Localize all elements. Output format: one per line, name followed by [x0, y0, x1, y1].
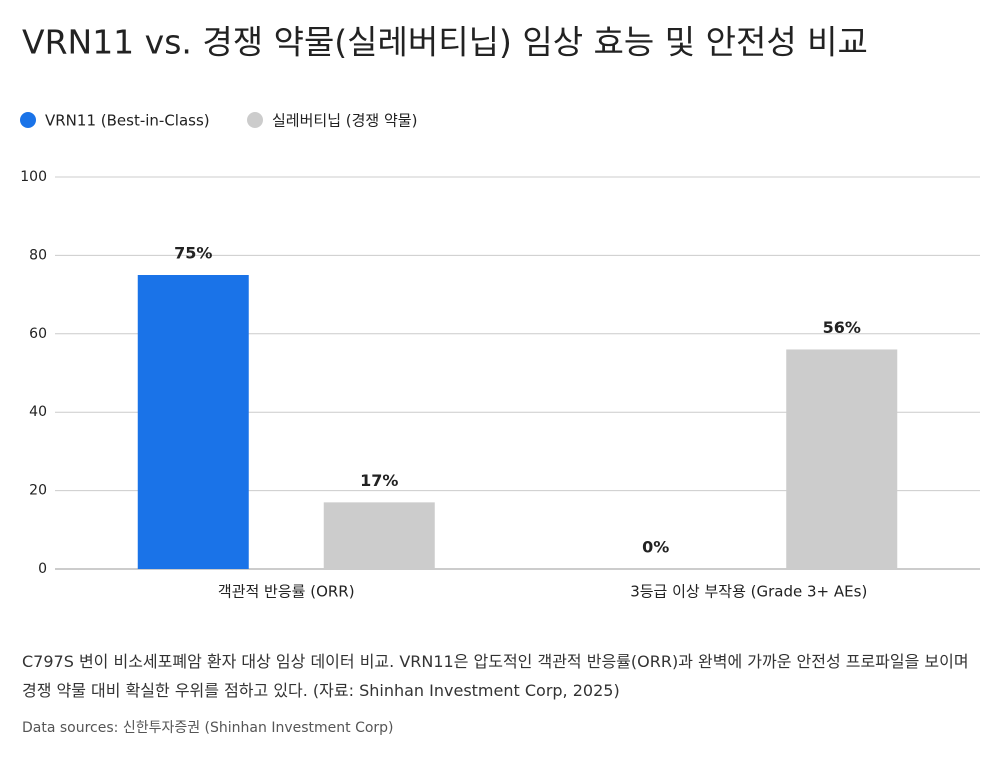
bar [323, 502, 435, 569]
y-tick-label: 60 [29, 326, 47, 342]
value-label: 0% [642, 538, 669, 557]
y-tick-label: 40 [29, 404, 47, 420]
value-label: 56% [823, 318, 861, 337]
legend-marker [20, 112, 36, 128]
legend-label: VRN11 (Best-in-Class) [45, 112, 210, 130]
legend-marker [247, 112, 263, 128]
chart: VRN11 vs. 경쟁 약물(실레버티닙) 임상 효능 및 안전성 비교 VR… [20, 23, 980, 601]
x-tick-label: 3등급 이상 부작용 (Grade 3+ AEs) [630, 583, 867, 601]
y-tick-label: 20 [29, 483, 47, 499]
x-tick-label: 객관적 반응률 (ORR) [218, 583, 355, 601]
y-tick-label: 0 [38, 561, 47, 577]
source: Data sources: 신한투자증권 (Shinhan Investment… [22, 720, 394, 736]
bar [786, 349, 898, 569]
bar [137, 275, 249, 569]
legend-label: 실레버티닙 (경쟁 약물) [272, 112, 417, 130]
chart-title: VRN11 vs. 경쟁 약물(실레버티닙) 임상 효능 및 안전성 비교 [22, 23, 868, 62]
description: C797S 변이 비소세포폐암 환자 대상 임상 데이터 비교. VRN11은 … [22, 652, 969, 700]
value-label: 17% [360, 471, 398, 490]
y-tick-label: 80 [29, 247, 47, 263]
y-tick-label: 100 [20, 169, 47, 185]
value-label: 75% [174, 244, 212, 263]
